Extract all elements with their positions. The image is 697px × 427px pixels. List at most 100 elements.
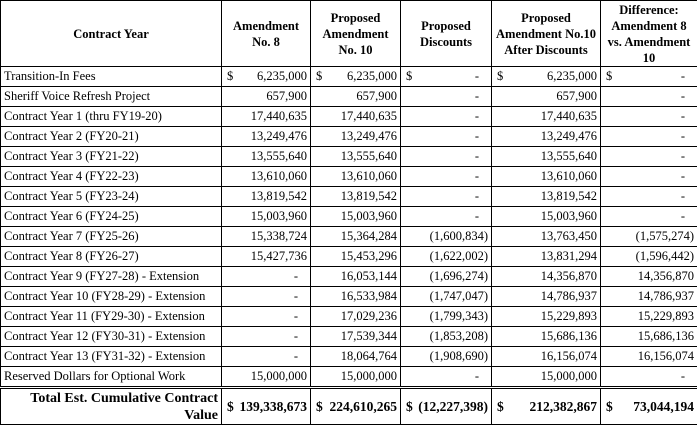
cell-value: - [680,369,685,383]
row-label: Contract Year 11 (FY29-30) - Extension [0,306,222,327]
header-amendment-8: Amendment No. 8 [221,0,311,67]
cell-value: - [680,189,685,203]
cell-value: - [680,149,685,163]
cell-value: 13,610,060 [540,169,597,183]
row-label: Contract Year 10 (FY28-29) - Extension [0,286,222,307]
cell-proposed-discounts: - [400,126,492,147]
currency-symbol: $ [606,398,613,414]
row-label: Contract Year 3 (FY21-22) [0,146,222,167]
cell-amendment-8: 13,610,060 [221,166,311,187]
cell-value: 16,156,074 [540,349,597,363]
cell-proposed-amendment-10: $224,610,265 [310,386,401,425]
cell-value: 14,356,870 [540,269,597,283]
row-label: Contract Year 5 (FY23-24) [0,186,222,207]
cell-value: 15,427,736 [250,249,307,263]
cell-proposed-amendment-10: 13,249,476 [310,126,401,147]
cell-proposed-discounts: - [400,206,492,227]
cell-value: 657,900 [356,89,397,103]
cell-value: - [680,209,685,223]
cell-proposed-amendment-10: 16,533,984 [310,286,401,307]
cell-value: 657,900 [266,89,307,103]
cell-amendment-8: - [221,346,311,367]
cell-proposed-amendment-10: 15,364,284 [310,226,401,247]
cell-difference: 14,356,870 [600,266,697,287]
cell-after-discounts: 13,555,640 [491,146,601,167]
cell-amendment-8: 13,819,542 [221,186,311,207]
cell-after-discounts: 13,249,476 [491,126,601,147]
table-row: Contract Year 3 (FY21-22) 13,555,640 13,55… [0,146,697,167]
cell-value: - [293,289,298,303]
cell-amendment-8: $139,338,673 [221,386,311,425]
cell-proposed-amendment-10: 17,539,344 [310,326,401,347]
table-row: Contract Year 10 (FY28-29) - Extension - 1… [0,286,697,307]
header-proposed-amendment-10: Proposed Amendment No. 10 [310,0,401,67]
cell-after-discounts: 13,763,450 [491,226,601,247]
cell-proposed-discounts: $ - [400,66,492,87]
cell-value: (1,853,208) [429,329,488,343]
cell-value: - [680,169,685,183]
cell-value: (1,596,442) [635,249,694,263]
cell-after-discounts: 15,003,960 [491,206,601,227]
cell-difference: $73,044,194 [600,386,697,425]
cell-value: 13,819,542 [540,189,597,203]
cell-proposed-discounts: - [400,106,492,127]
cell-value: 13,610,060 [250,169,307,183]
cell-after-discounts: $212,382,867 [491,386,601,425]
row-label: Transition-In Fees [0,66,222,87]
table-row: Sheriff Voice Refresh Project 657,900 657,… [0,86,697,107]
cell-amendment-8: $6,235,000 [221,66,311,87]
currency-symbol: $ [227,398,234,414]
cell-proposed-discounts: (1,853,208) [400,326,492,347]
header-row: Contract Year Amendment No. 8 Proposed A… [0,0,697,67]
cell-difference: - [600,166,697,187]
cell-after-discounts: 13,819,542 [491,186,601,207]
cell-value: 17,440,635 [540,109,597,123]
cell-value: 13,249,476 [540,129,597,143]
row-label: Contract Year 4 (FY22-23) [0,166,222,187]
cell-difference: - [600,106,697,127]
cell-value: 13,763,450 [540,229,597,243]
cell-value: 224,610,265 [329,398,398,414]
cell-proposed-discounts: - [400,166,492,187]
table-row: Reserved Dollars for Optional Work 15,000… [0,366,697,388]
row-label: Contract Year 6 (FY24-25) [0,206,222,227]
cell-difference: - [600,146,697,167]
row-label: Contract Year 1 (thru FY19-20) [0,106,222,127]
cell-proposed-amendment-10: 17,029,236 [310,306,401,327]
cell-value: 15,338,724 [250,229,307,243]
cell-proposed-discounts: (1,600,834) [400,226,492,247]
cell-value: - [474,69,479,83]
currency-symbol: $ [406,398,413,414]
cell-proposed-amendment-10: 15,453,296 [310,246,401,267]
cell-difference: - [600,126,697,147]
cell-amendment-8: 17,440,635 [221,106,311,127]
cell-after-discounts: 16,156,074 [491,346,601,367]
cell-value: 13,819,542 [250,189,307,203]
cell-value: 73,044,194 [633,398,694,414]
row-label: Contract Year 7 (FY25-26) [0,226,222,247]
cell-proposed-amendment-10: 17,440,635 [310,106,401,127]
cell-value: 212,382,867 [529,398,598,414]
cell-value: 15,686,136 [540,329,597,343]
cell-proposed-discounts: (1,908,690) [400,346,492,367]
table-row: Contract Year 7 (FY25-26) 15,338,724 15,36… [0,226,697,247]
cell-value: - [293,329,298,343]
table-row: Contract Year 2 (FY20-21) 13,249,476 13,24… [0,126,697,147]
cell-value: 6,235,000 [547,69,597,83]
table-row: Contract Year 12 (FY30-31) - Extension - 1… [0,326,697,347]
cell-difference: - [600,86,697,107]
cell-proposed-discounts: (1,622,002) [400,246,492,267]
cell-difference: $ - [600,66,697,87]
cell-value: - [680,69,685,83]
cell-value: - [680,109,685,123]
cell-value: 13,819,542 [340,189,397,203]
cell-value: (1,747,047) [429,289,488,303]
cell-proposed-discounts: - [400,186,492,207]
total-row: Total Est. Cumulative Contract Value $139… [0,386,697,425]
cell-value: (1,696,274) [429,269,488,283]
cell-after-discounts: 657,900 [491,86,601,107]
table-row: Contract Year 13 (FY31-32) - Extension - 1… [0,346,697,367]
cell-value: - [474,189,479,203]
cell-value: 139,338,673 [239,398,308,414]
cell-value: 18,064,764 [340,349,397,363]
